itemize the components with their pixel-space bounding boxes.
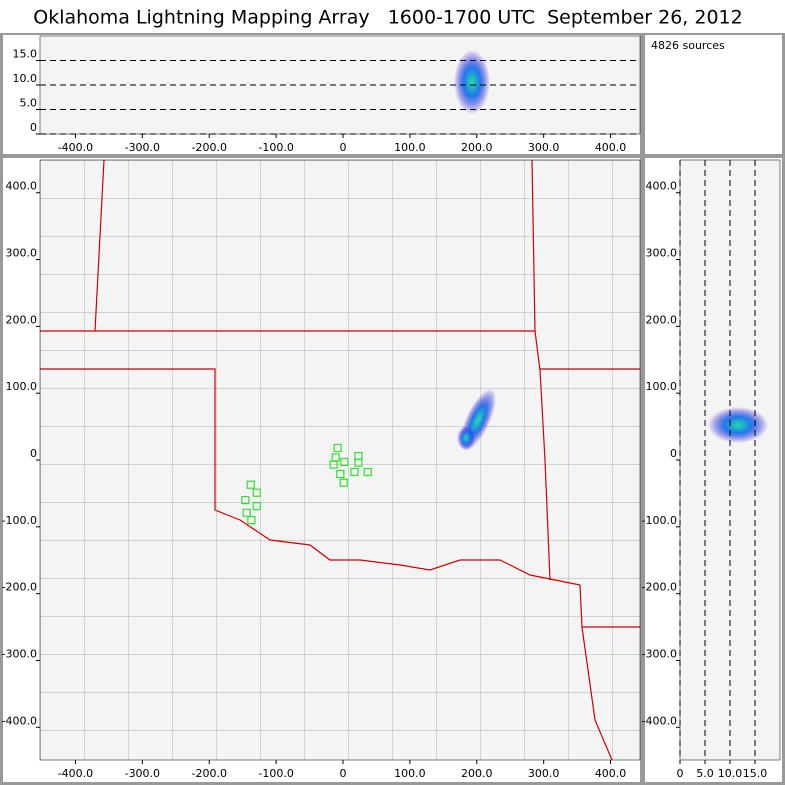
y-tick-label: 400.0 [6, 180, 38, 193]
y-tick-label: 400.0 [646, 180, 678, 193]
x-tick-label: 300.0 [528, 141, 560, 154]
x-tick-label: 100.0 [394, 141, 426, 154]
x-tick-label: -200.0 [191, 141, 226, 154]
source-count: 4826 sources [651, 39, 725, 52]
y-tick-label: 15.0 [13, 48, 38, 61]
title-bar [0, 0, 785, 33]
x-tick-label: -100.0 [258, 767, 293, 780]
x-tick-label: -300.0 [125, 767, 160, 780]
y-tick-label: -200.0 [2, 581, 37, 594]
station-marker [350, 467, 359, 477]
x-tick-label: 400.0 [595, 141, 627, 154]
station-marker [333, 443, 342, 453]
y-tick-label: -100.0 [642, 514, 677, 527]
y-tick-label: -200.0 [642, 581, 677, 594]
panel [645, 35, 782, 154]
county-lines [40, 160, 640, 760]
x-tick-label: -400.0 [58, 141, 93, 154]
station-marker [336, 469, 345, 479]
y-tick-label: 0 [670, 447, 677, 460]
station-marker [340, 457, 349, 467]
state-borders [40, 159, 640, 761]
x-tick-label: 0 [340, 141, 347, 154]
y-tick-label: 200.0 [646, 313, 678, 326]
y-tick-label: -400.0 [2, 714, 37, 727]
x-tick-label: 200.0 [461, 767, 493, 780]
source-cloud [457, 426, 475, 450]
y-tick-label: 300.0 [646, 247, 678, 260]
y-tick-label: 100.0 [6, 380, 38, 393]
station-marker [246, 480, 255, 489]
x-tick-label: 5.0 [696, 767, 714, 780]
map [40, 159, 640, 761]
x-tick-label: 400.0 [595, 767, 627, 780]
x-tick-label: 0 [677, 767, 684, 780]
x-tick-label: 0 [340, 767, 347, 780]
y-tick-label: 0 [30, 447, 37, 460]
y-tick-label: 0 [30, 121, 37, 134]
y-tick-label: 5.0 [20, 97, 38, 110]
y-tick-label: -300.0 [2, 647, 37, 660]
y-tick-label: 300.0 [6, 247, 38, 260]
y-tick-label: -400.0 [642, 714, 677, 727]
station-marker [242, 508, 251, 517]
x-tick-label: 300.0 [528, 767, 560, 780]
source-cloud [454, 50, 490, 114]
station-marker [329, 460, 338, 469]
station-marker [339, 478, 348, 487]
x-tick-label: -300.0 [125, 141, 160, 154]
y-tick-label: -100.0 [2, 514, 37, 527]
station-marker [247, 516, 256, 525]
x-tick-label: -200.0 [191, 767, 226, 780]
x-tick-label: 10.0 [718, 767, 743, 780]
x-tick-label: 100.0 [394, 767, 426, 780]
station-marker [354, 458, 363, 467]
x-tick-label: 15.0 [743, 767, 768, 780]
title: Oklahoma Lightning Mapping Array 1600-17… [33, 7, 743, 29]
y-tick-label: 100.0 [646, 380, 678, 393]
station-marker [252, 502, 261, 511]
x-tick-label: -400.0 [58, 767, 93, 780]
x-tick-label: 200.0 [461, 141, 493, 154]
y-tick-label: 200.0 [6, 313, 38, 326]
x-tick-label: -100.0 [258, 141, 293, 154]
station-marker [241, 495, 250, 505]
station-marker [252, 488, 261, 497]
y-tick-label: 10.0 [13, 72, 38, 85]
station-marker [363, 467, 372, 477]
source-cloud [708, 407, 768, 443]
y-tick-label: -300.0 [642, 647, 677, 660]
